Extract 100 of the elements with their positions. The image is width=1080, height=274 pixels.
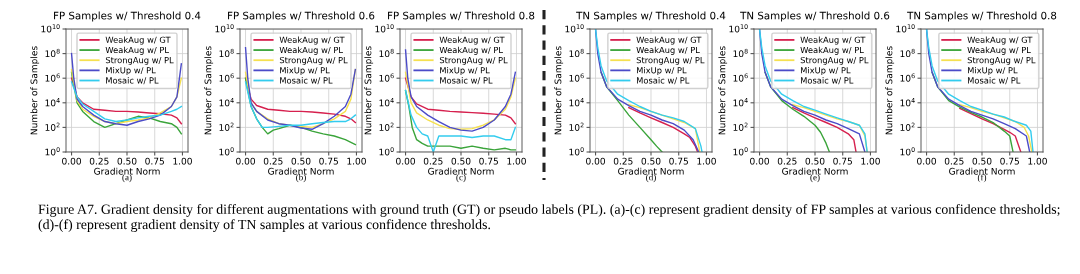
legend-label: MixUp w/ PL [967, 66, 1018, 76]
y-axis-title: Number of Samples [364, 46, 374, 135]
legend-label: Mosaic w/ PL [636, 77, 690, 85]
chart-title: TN Samples w/ Threshold 0.8 [907, 11, 1057, 22]
legend-label: MixUp w/ PL [280, 66, 330, 76]
y-axis-title: Number of Samples [885, 46, 895, 135]
legend-label: WeakAug w/ GT [800, 36, 866, 45]
y-tick-label: 10$^{6}$ [45, 73, 60, 82]
x-tick-label: 0.00 [236, 157, 255, 165]
legend-label: MixUp w/ PL [800, 66, 851, 76]
x-tick-label: 0.75 [669, 157, 688, 165]
chart-title: FP Samples w/ Threshold 0.4 [54, 11, 201, 22]
y-tick-label: 10$^{4}$ [45, 98, 60, 107]
x-tick-label: 0.50 [291, 157, 311, 165]
y-tick-label: 10$^{10}$ [729, 24, 748, 33]
x-axis-title: Gradient Norm [782, 167, 848, 175]
text: (d) [646, 174, 656, 183]
legend-label: WeakAug w/ GT [105, 36, 171, 45]
x-tick-label: 0.00 [586, 157, 605, 165]
x-tick-label: 0.25 [944, 157, 964, 165]
legend-label: StrongAug w/ PL [279, 56, 348, 65]
y-tick-label: 10$^{2}$ [219, 122, 234, 131]
legend-label: MixUp w/ PL [440, 66, 490, 76]
line-series [244, 47, 357, 131]
y-tick-label: 10$^{8}$ [900, 48, 915, 58]
y-tick-label: 10$^{10}$ [215, 24, 234, 33]
x-tick-label: 0.50 [805, 157, 825, 165]
line-series [792, 106, 857, 152]
y-tick-label: 10$^{8}$ [569, 48, 584, 58]
x-tick-label: 0.25 [423, 157, 443, 165]
x-tick-label: 0.25 [777, 157, 797, 165]
text: (e) [810, 174, 820, 183]
line-series [959, 104, 1033, 152]
x-tick-label: 1.00 [861, 157, 880, 165]
y-tick-label: 10$^{4}$ [379, 98, 394, 107]
x-axis-title: Gradient Norm [94, 167, 160, 175]
x-tick-label: 0.50 [972, 157, 992, 165]
y-tick-label: 10$^{6}$ [219, 73, 234, 82]
y-tick-label: 10$^{4}$ [219, 98, 234, 107]
legend-label: WeakAug w/ PL [967, 46, 1031, 55]
chart-title: FP Samples w/ Threshold 0.6 [228, 11, 375, 22]
legend-label: StrongAug w/ PL [800, 56, 869, 65]
y-tick-label: 10$^{10}$ [375, 24, 394, 33]
y-tick-label: 10$^{10}$ [41, 24, 60, 33]
y-axis-title: Number of Samples [204, 46, 214, 135]
y-tick-label: 10$^{0}$ [900, 147, 915, 156]
legend-label: WeakAug w/ PL [105, 46, 169, 55]
x-tick-label: 0.00 [750, 157, 769, 165]
text: (a) [122, 174, 132, 183]
x-tick-label: 0.75 [479, 157, 498, 165]
y-tick-label: 10$^{2}$ [379, 122, 394, 131]
x-tick-label: 0.75 [319, 157, 338, 165]
x-tick-label: 1.00 [173, 157, 192, 165]
x-tick-label: 0.25 [613, 157, 633, 165]
legend-label: StrongAug w/ PL [439, 56, 508, 65]
legend-label: Mosaic w/ PL [106, 77, 159, 85]
text: (b) [296, 174, 306, 183]
line-series [404, 77, 517, 125]
y-tick-label: 10$^{4}$ [569, 98, 584, 107]
x-tick-label: 0.75 [833, 157, 852, 165]
legend-label: WeakAug w/ GT [967, 36, 1033, 45]
x-axis-title: Gradient Norm [428, 167, 494, 175]
x-tick-label: 0.00 [62, 157, 81, 165]
y-tick-label: 10$^{8}$ [45, 48, 60, 58]
y-axis-title: Number of Samples [30, 46, 40, 135]
y-tick-label: 10$^{8}$ [379, 48, 394, 58]
chart-title: TN Samples w/ Threshold 0.6 [740, 11, 890, 22]
caption: Figure A7. Gradient density for different augmentations with ground truth (GT) or pseudo labels (PL). (a)-(c) represent gradient density of FP samples at various confidence thresholds; (d)-(f) represent gradient density of TN samples at various confidence thresholds. [38, 204, 1060, 232]
text: (f) [977, 174, 987, 183]
y-tick-label: 10$^{0}$ [379, 147, 394, 156]
chart-title: FP Samples w/ Threshold 0.8 [388, 11, 535, 22]
y-tick-label: 10$^{6}$ [569, 73, 584, 82]
x-tick-label: 1.00 [697, 157, 716, 165]
x-tick-label: 0.75 [1000, 157, 1019, 165]
legend-label: WeakAug w/ PL [279, 46, 343, 55]
y-axis-title: Number of Samples [718, 46, 728, 135]
legend-label: Mosaic w/ PL [440, 77, 493, 85]
x-tick-label: 1.00 [507, 157, 526, 165]
text: (c) [456, 174, 466, 183]
x-tick-label: 0.25 [89, 157, 109, 165]
y-tick-label: 10$^{10}$ [896, 24, 915, 33]
x-axis-title: Gradient Norm [268, 167, 334, 175]
legend-label: WeakAug w/ PL [636, 46, 700, 55]
line-series [959, 107, 1022, 152]
y-tick-label: 10$^{2}$ [45, 122, 60, 131]
y-tick-label: 10$^{8}$ [219, 48, 234, 58]
legend-label: Mosaic w/ PL [967, 77, 1021, 85]
x-axis-title: Gradient Norm [618, 167, 684, 175]
y-tick-label: 10$^{0}$ [733, 147, 748, 156]
y-tick-label: 10$^{6}$ [900, 73, 915, 82]
x-tick-label: 0.25 [263, 157, 283, 165]
y-tick-label: 10$^{2}$ [569, 122, 584, 131]
legend-label: WeakAug w/ GT [279, 36, 345, 45]
legend-label: Mosaic w/ PL [800, 77, 854, 85]
y-tick-label: 10$^{6}$ [733, 73, 748, 82]
legend-label: StrongAug w/ PL [105, 56, 174, 65]
x-tick-label: 0.75 [145, 157, 164, 165]
legend-label: Mosaic w/ PL [280, 77, 333, 85]
y-tick-label: 10$^{2}$ [900, 122, 915, 131]
x-tick-label: 0.00 [396, 157, 415, 165]
